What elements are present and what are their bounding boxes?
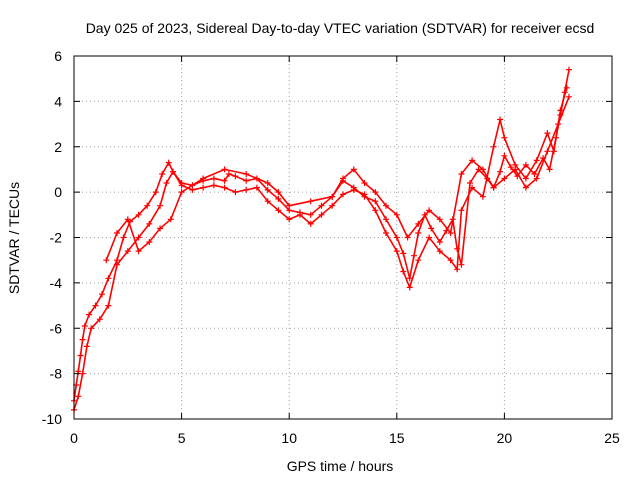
y-tick-label: 6: [54, 48, 62, 64]
x-tick-label: 5: [178, 430, 186, 446]
y-tick-label: -4: [50, 275, 63, 291]
x-tick-label: 10: [281, 430, 297, 446]
x-tick-label: 25: [604, 430, 620, 446]
y-tick-labels: -10 -8 -6 -4 -2 0 2 4 6: [42, 48, 62, 427]
series-group: [71, 66, 572, 404]
chart-title: Day 025 of 2023, Sidereal Day-to-day VTE…: [86, 20, 595, 36]
y-axis-label: SDTVAR / TECUs: [6, 182, 22, 294]
y-tick-label: 0: [54, 184, 62, 200]
series-group: [103, 93, 572, 264]
y-tick-label: -6: [50, 320, 63, 336]
y-tick-label: -2: [50, 230, 63, 246]
y-tick-label: -8: [50, 366, 63, 382]
series-markers: [71, 84, 570, 413]
x-tick-labels: 0 5 10 15 20 25: [70, 430, 620, 446]
x-axis-label: GPS time / hours: [287, 458, 394, 474]
x-tick-label: 20: [497, 430, 513, 446]
series-markers: [71, 66, 572, 404]
series-line: [73, 69, 570, 401]
data-series: [71, 66, 572, 413]
series-line: [105, 96, 570, 261]
y-tick-label: 2: [54, 139, 62, 155]
y-tick-label: -10: [42, 411, 62, 427]
y-tick-label: 4: [54, 93, 62, 109]
series-group: [71, 84, 570, 413]
axis-ticks: [73, 55, 613, 420]
grid: [74, 56, 612, 419]
series-markers: [103, 93, 572, 264]
x-tick-label: 15: [389, 430, 405, 446]
x-tick-label: 0: [70, 430, 78, 446]
series-line: [73, 87, 568, 411]
